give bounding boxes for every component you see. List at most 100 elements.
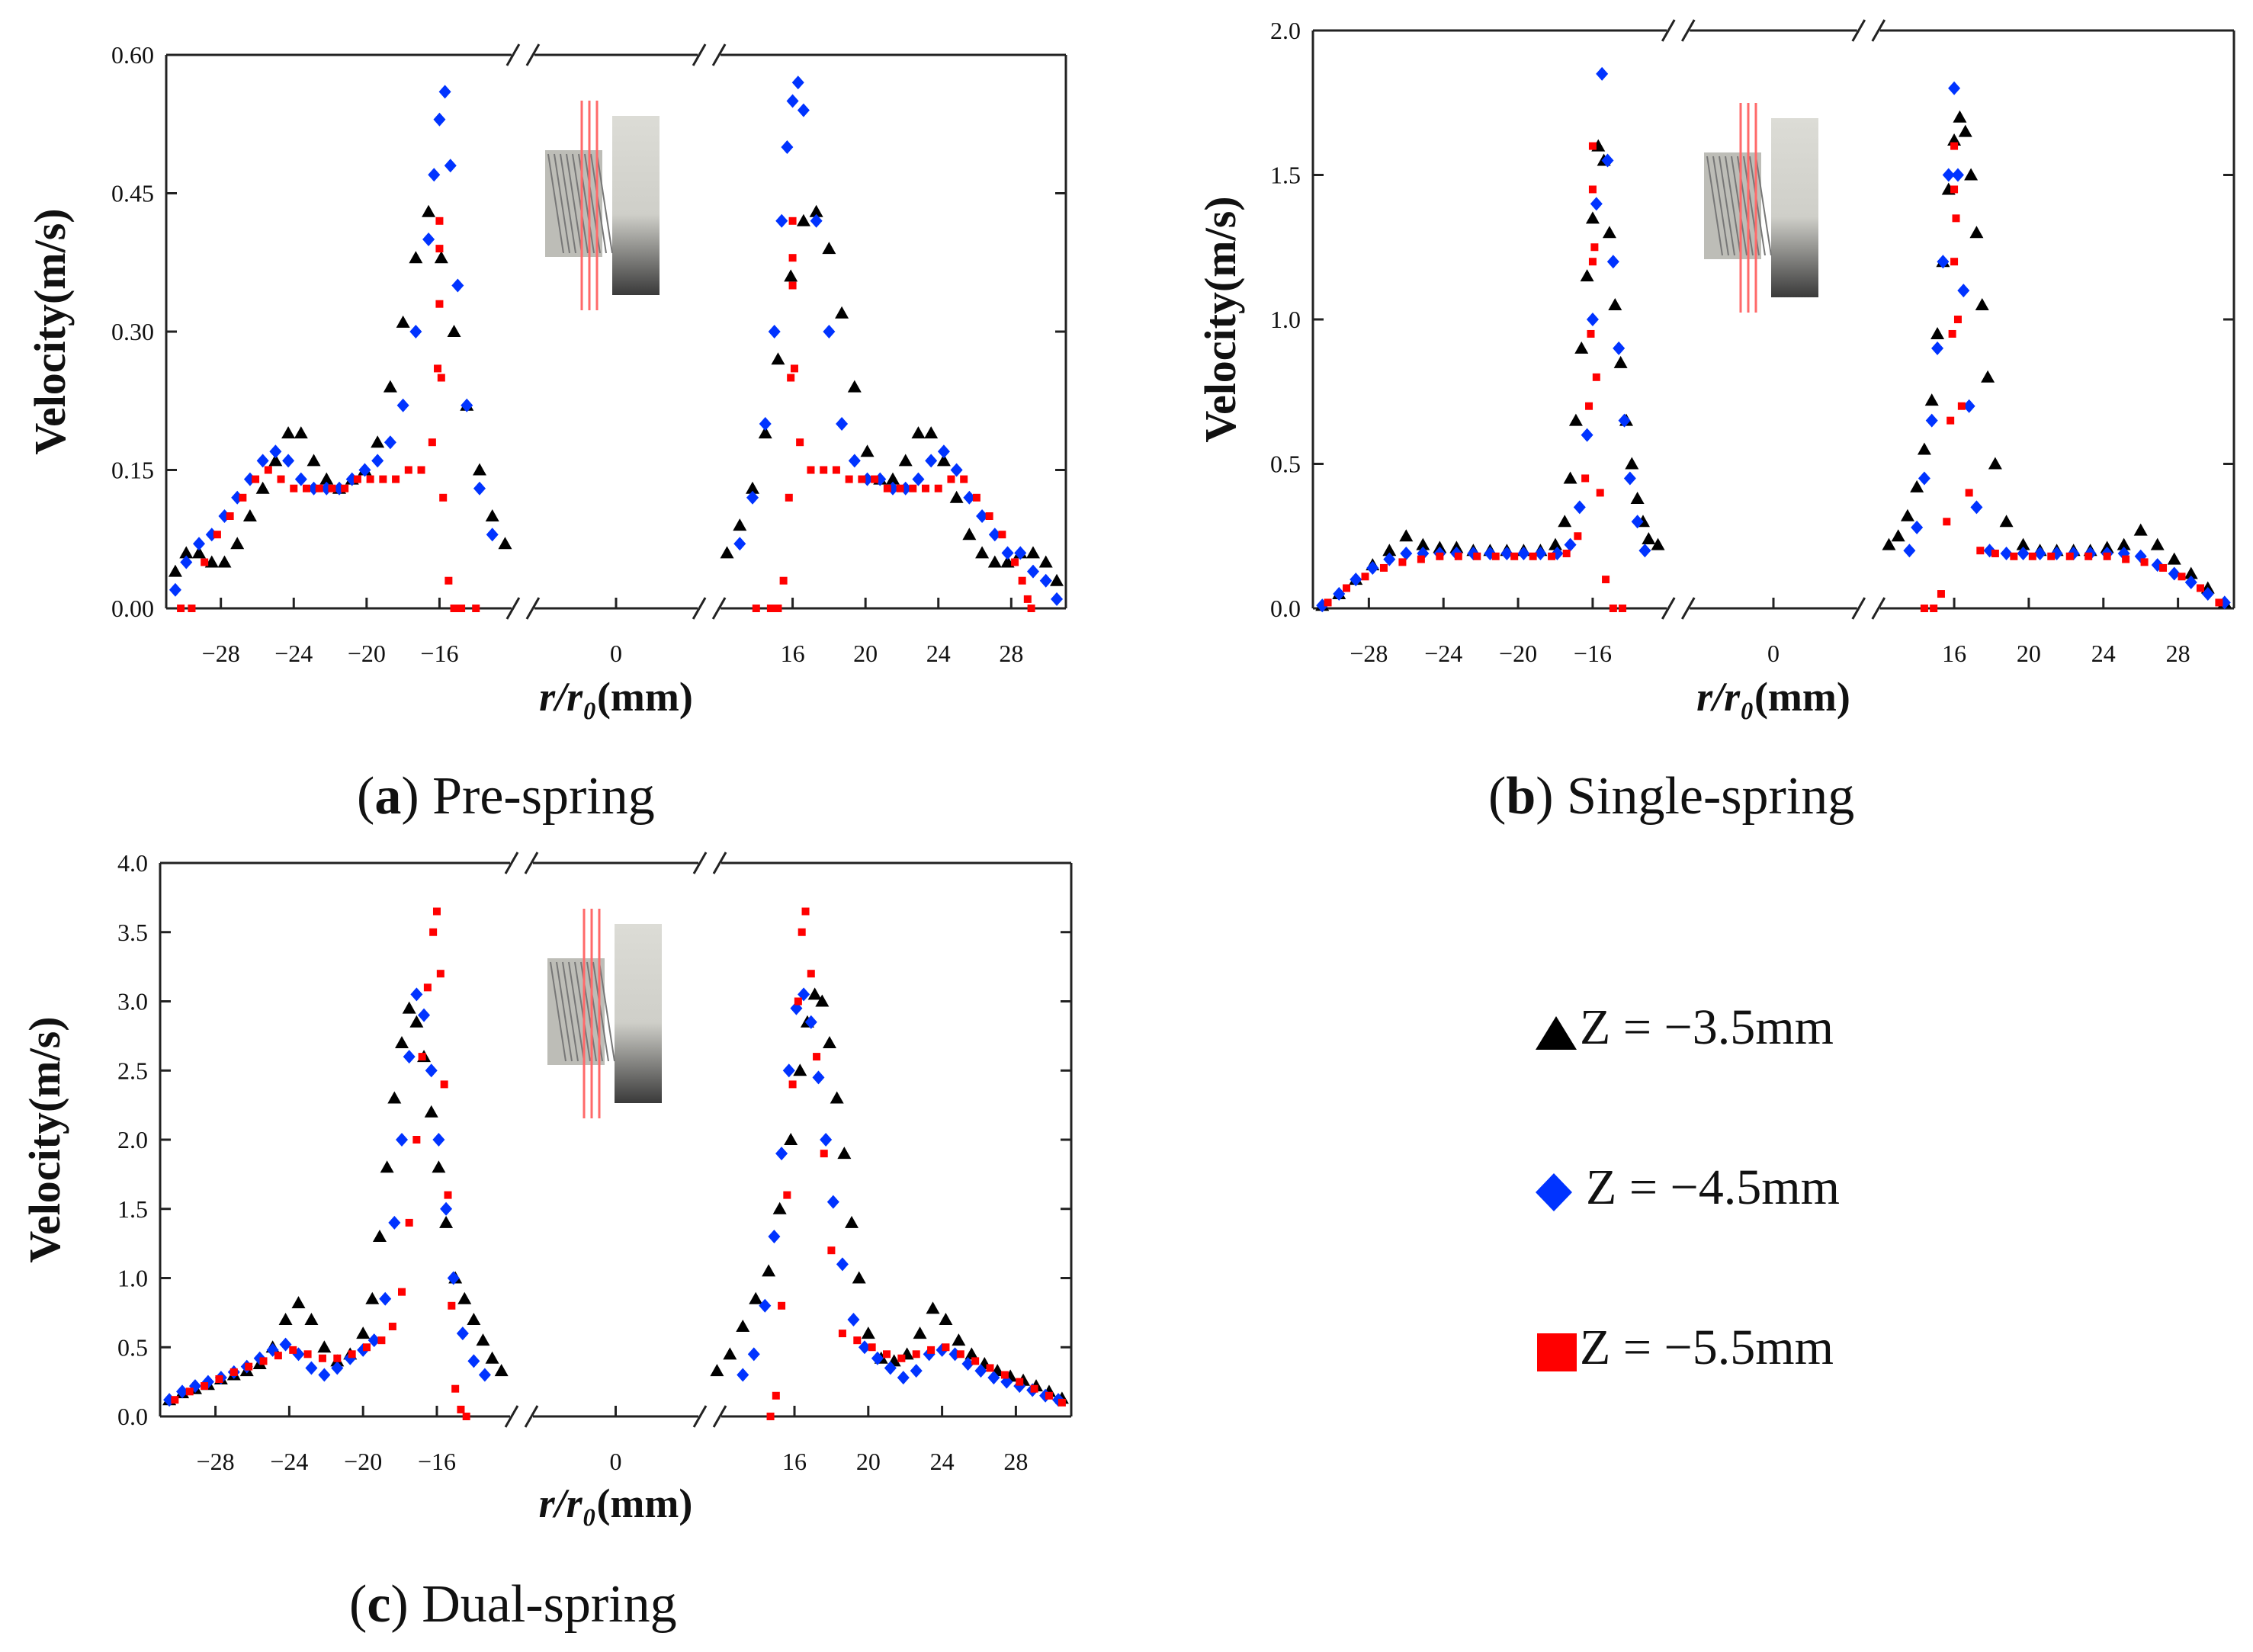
data-point — [836, 417, 849, 431]
data-point — [758, 426, 772, 439]
data-point — [363, 1343, 371, 1352]
data-point — [1343, 584, 1351, 592]
data-point — [367, 1333, 380, 1348]
data-point — [1925, 413, 1938, 428]
y-tick-label: 1.5 — [117, 1195, 148, 1223]
data-point — [1920, 605, 1928, 612]
data-point — [213, 531, 221, 539]
data-point — [467, 1354, 480, 1368]
data-point — [1917, 442, 1931, 455]
data-point — [229, 1368, 238, 1376]
y-tick-label: 0.0 — [117, 1403, 148, 1430]
data-point — [768, 1230, 781, 1244]
data-point — [1950, 258, 1959, 266]
data-point — [282, 454, 295, 468]
x-axis-title: r/r₀(mm) — [1696, 674, 1850, 720]
data-point — [303, 1350, 312, 1358]
data-point — [962, 528, 977, 541]
data-point — [396, 398, 409, 412]
data-point — [168, 564, 182, 577]
data-point — [1563, 471, 1577, 484]
data-point — [807, 987, 822, 1000]
data-point — [1965, 489, 1973, 497]
data-point — [422, 204, 436, 217]
data-point — [365, 1291, 380, 1304]
x-tick-label: 24 — [926, 640, 951, 667]
data-point — [277, 475, 285, 483]
data-point — [462, 1413, 470, 1420]
data-point — [185, 1387, 194, 1396]
data-point — [405, 1218, 413, 1227]
data-point — [961, 1357, 974, 1371]
data-point — [861, 1326, 875, 1339]
data-point — [201, 1382, 209, 1391]
data-point — [1500, 546, 1513, 560]
data-point — [925, 454, 938, 468]
data-point — [1947, 416, 1955, 425]
data-point — [793, 1063, 807, 1076]
data-point — [371, 454, 384, 468]
data-point — [797, 103, 810, 117]
data-point — [784, 269, 798, 282]
data-point — [1630, 491, 1645, 504]
data-point — [1981, 370, 1995, 383]
data-point — [179, 546, 194, 559]
data-point — [1651, 537, 1665, 550]
data-point — [410, 987, 423, 1002]
data-point — [939, 1312, 953, 1325]
data-point — [1014, 546, 1027, 560]
data-point — [723, 1347, 737, 1360]
data-point — [192, 546, 207, 559]
data-point — [785, 493, 793, 502]
data-point — [788, 254, 797, 262]
data-point — [1592, 373, 1600, 381]
seal-ring — [612, 116, 660, 295]
data-point — [832, 466, 840, 474]
data-point — [180, 555, 193, 569]
data-point — [942, 1343, 950, 1352]
caption-a: (a) Pre-spring — [357, 767, 655, 826]
data-point — [255, 481, 270, 494]
data-point — [348, 1350, 356, 1358]
x-tick-label: −16 — [1574, 640, 1612, 667]
data-point — [302, 484, 310, 492]
data-point — [1580, 269, 1594, 282]
data-point — [1930, 326, 1945, 339]
data-point — [264, 466, 272, 474]
data-point — [1026, 564, 1039, 579]
legend-item-z-4-5: Z = −4.5mm — [1532, 1159, 1840, 1217]
data-point — [762, 1264, 776, 1277]
x-tick-label: 20 — [853, 640, 878, 667]
data-point — [188, 605, 196, 612]
data-point — [402, 1001, 416, 1014]
data-point — [404, 466, 412, 474]
data-point — [274, 1352, 282, 1360]
data-point — [1953, 110, 1967, 123]
data-point — [987, 555, 1002, 568]
data-point — [269, 444, 282, 459]
data-point — [937, 444, 950, 459]
y-axis-title: Velocity(m/s) — [25, 208, 75, 454]
data-point — [801, 907, 810, 916]
square-marker-icon — [1537, 1333, 1577, 1371]
data-point — [328, 484, 336, 492]
data-point — [2000, 546, 2013, 560]
data-point — [1039, 573, 1052, 588]
data-point — [796, 213, 810, 226]
data-point — [387, 1091, 402, 1104]
x-tick-label: 16 — [1942, 640, 1966, 667]
data-point — [838, 1330, 846, 1338]
data-point — [786, 94, 799, 108]
data-point — [417, 466, 425, 474]
data-point — [331, 1361, 344, 1375]
data-point — [2184, 566, 2198, 579]
data-point — [435, 217, 444, 225]
data-point — [2033, 546, 2046, 560]
data-point — [2178, 573, 2186, 581]
data-point — [1970, 500, 1983, 515]
data-point — [1001, 546, 1014, 560]
data-point — [177, 605, 185, 612]
data-point — [947, 475, 955, 483]
chart-b: 0.0 0.5 1.0 1.5 2.0 −28 −24 −20 −16 0 16 20 24 28 Velo… — [1196, 17, 2235, 720]
